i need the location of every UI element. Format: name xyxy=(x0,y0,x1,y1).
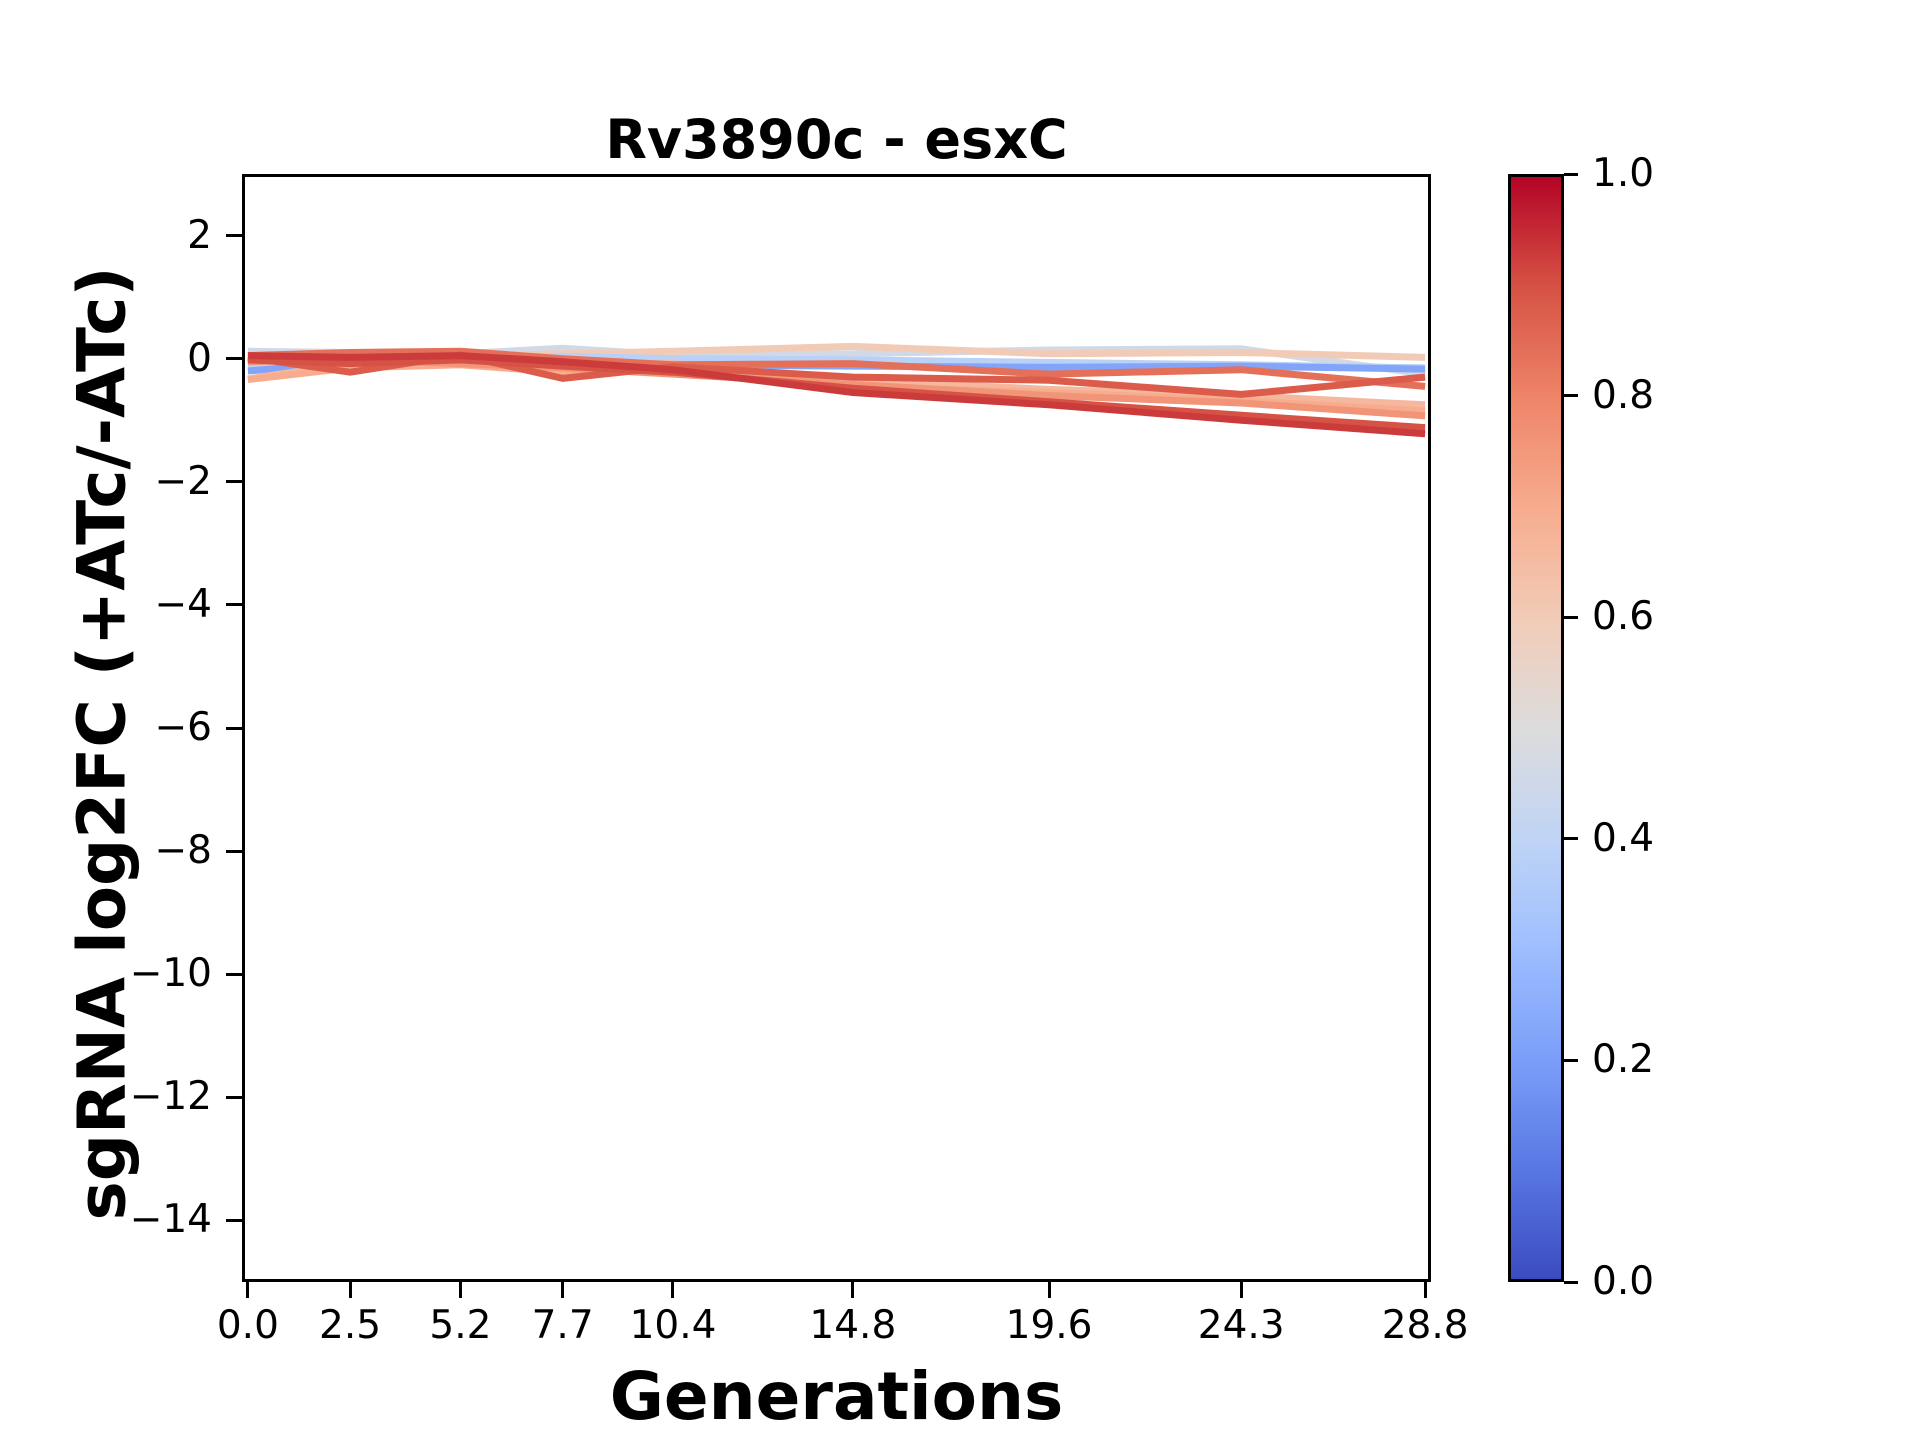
y-tick-label: 2 xyxy=(187,212,212,258)
chart-title: Rv3890c - esxC xyxy=(605,108,1068,171)
x-tick-label: 7.7 xyxy=(531,1303,594,1348)
x-tick-mark xyxy=(1047,1282,1051,1298)
colorbar-tick-mark xyxy=(1564,615,1578,619)
y-tick-label: −14 xyxy=(129,1197,212,1243)
colorbar xyxy=(1508,174,1564,1282)
y-tick-label: −10 xyxy=(129,951,212,997)
colorbar-tick-label: 0.0 xyxy=(1592,1259,1655,1304)
y-tick-mark xyxy=(226,972,242,976)
y-tick-mark xyxy=(226,234,242,238)
y-tick-label: −12 xyxy=(129,1074,212,1120)
x-tick-mark xyxy=(1423,1282,1427,1298)
x-tick-label: 19.6 xyxy=(1005,1303,1093,1348)
x-tick-label: 0.0 xyxy=(216,1303,279,1348)
colorbar-gradient xyxy=(1511,177,1561,1279)
plot-area xyxy=(242,174,1431,1282)
colorbar-tick-mark xyxy=(1564,394,1578,398)
colorbar-tick-label: 1.0 xyxy=(1592,151,1655,196)
y-tick-mark xyxy=(226,726,242,730)
y-tick-label: −2 xyxy=(154,458,213,504)
colorbar-tick-mark xyxy=(1564,1058,1578,1062)
colorbar-tick-mark xyxy=(1564,1280,1578,1284)
colorbar-tick-label: 0.2 xyxy=(1592,1037,1655,1083)
y-tick-mark xyxy=(226,1218,242,1222)
sgrna-line-chart xyxy=(247,342,1426,438)
colorbar-tick-label: 0.6 xyxy=(1592,594,1655,640)
x-tick-mark xyxy=(458,1282,462,1298)
y-tick-label: 0 xyxy=(187,335,212,381)
sgrna-line-sgRNA-11 xyxy=(247,352,1426,438)
y-tick-mark xyxy=(226,357,242,361)
y-tick-label: −6 xyxy=(154,705,213,750)
x-tick-mark xyxy=(851,1282,855,1298)
x-tick-label: 14.8 xyxy=(809,1303,897,1348)
x-tick-label: 24.3 xyxy=(1197,1303,1285,1348)
x-tick-mark xyxy=(671,1282,675,1298)
y-tick-label: −8 xyxy=(154,828,213,874)
colorbar-tick-label: 0.8 xyxy=(1592,372,1655,418)
x-tick-label: 10.4 xyxy=(629,1303,717,1348)
y-tick-mark xyxy=(226,603,242,607)
x-axis-label: Generations xyxy=(609,1358,1064,1435)
y-tick-label: −4 xyxy=(154,581,213,627)
x-tick-label: 28.8 xyxy=(1381,1303,1469,1348)
x-tick-mark xyxy=(1239,1282,1243,1298)
colorbar-tick-label: 0.4 xyxy=(1592,815,1655,861)
x-tick-label: 5.2 xyxy=(429,1303,492,1348)
colorbar-tick-mark xyxy=(1564,837,1578,841)
y-tick-mark xyxy=(226,480,242,484)
x-tick-mark xyxy=(561,1282,565,1298)
x-tick-mark xyxy=(348,1282,352,1298)
x-tick-label: 2.5 xyxy=(319,1303,382,1348)
colorbar-tick-mark xyxy=(1564,172,1578,176)
y-tick-mark xyxy=(226,1095,242,1099)
x-tick-mark xyxy=(246,1282,250,1298)
y-tick-mark xyxy=(226,849,242,853)
